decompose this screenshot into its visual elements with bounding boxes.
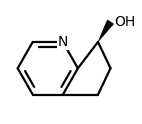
Text: N: N — [58, 35, 68, 49]
Text: OH: OH — [114, 15, 135, 29]
Polygon shape — [98, 20, 114, 42]
